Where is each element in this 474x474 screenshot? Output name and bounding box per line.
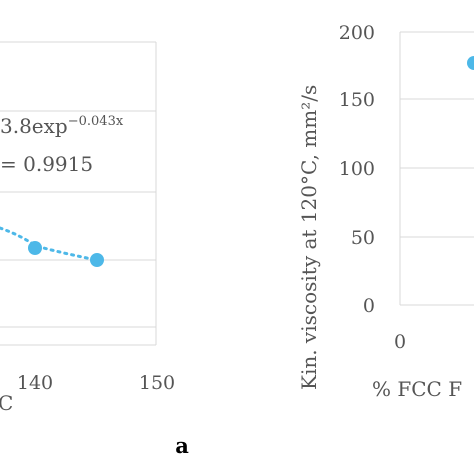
left-point-2 [90,253,104,267]
right-point-1 [467,56,474,70]
panel-label: a [175,433,189,458]
right-x-tick-0: 0 [394,331,406,353]
right-y-axis-label: Kin. viscosity at 120°C, mm²/s [297,85,321,390]
right-x-axis-label: % FCC F [372,377,462,401]
right-y-tick-0: 0 [363,295,375,317]
right-y-tick-200: 200 [339,22,375,44]
left-x-tick-150: 150 [139,372,175,394]
left-trendline [0,226,99,262]
trendline-r2: = 0.9915 [0,152,93,176]
left-grid [0,41,157,345]
left-x-tick-140: 140 [17,372,53,394]
right-grid [399,31,474,305]
left-point-1 [28,241,42,255]
left-chart: 3.8exp−0.043x = 0.9915 140 150 C [0,41,175,415]
trendline-equation: 3.8exp−0.043x [0,114,124,138]
right-chart: 200 150 100 50 0 0 Kin. viscosity at 120… [297,22,474,401]
right-y-tick-150: 150 [339,89,375,111]
right-y-tick-50: 50 [351,227,375,249]
left-x-axis-label: C [0,391,13,415]
right-y-tick-100: 100 [339,158,375,180]
